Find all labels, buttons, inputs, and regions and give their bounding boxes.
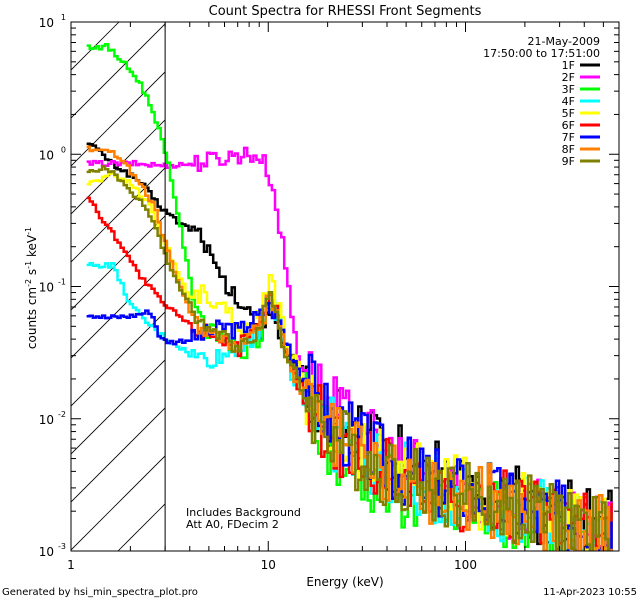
legend-label-2f: 2F (562, 71, 575, 84)
series-line-7f (86, 301, 613, 551)
timestamp-footer: 11-Apr-2023 10:55 (543, 587, 637, 598)
hatch-line (71, 407, 166, 503)
y-tick-label: 10 (39, 281, 54, 295)
y-tick-exponent: 1 (61, 13, 66, 22)
legend-label-5f: 5F (562, 107, 575, 120)
hatch-line (71, 23, 166, 119)
series-line-5f (86, 171, 607, 551)
y-tick-label: 10 (39, 545, 54, 559)
x-tick-label: 100 (454, 558, 477, 572)
y-axis-ticks: 10 -3 10 -2 10 -1 10 0 10 1 (39, 13, 619, 559)
hatch-line (71, 71, 166, 167)
generated-by-footer: Generated by hsi_min_spectra_plot.pro (2, 587, 198, 598)
legend-label-9f: 9F (562, 155, 575, 168)
hatch-line (71, 22, 72, 23)
y-tick-exponent: -2 (58, 410, 66, 419)
y-tick-label: 10 (39, 413, 54, 427)
y-tick-exponent: -3 (58, 542, 66, 551)
series-line-6f (86, 196, 613, 551)
legend-label-4f: 4F (562, 95, 575, 108)
chart-title: Count Spectra for RHESSI Front Segments (209, 4, 482, 19)
x-axis-ticks: 1 10 100 (67, 22, 620, 572)
y-label-exp-1: -2 (24, 279, 33, 287)
annotation-background: Includes Background (186, 506, 301, 519)
y-label-part-3: keV (25, 234, 39, 261)
legend-label-8f: 8F (562, 143, 575, 156)
time-range-label: 17:50:00 to 17:51:00 (483, 47, 600, 60)
y-tick-label: 10 (39, 16, 54, 30)
y-axis-label: counts cm-2 s-1 keV-1 (24, 227, 39, 349)
hatch-line (71, 215, 166, 311)
y-tick-label: 10 (39, 148, 54, 162)
legend-label-3f: 3F (562, 83, 575, 96)
y-label-exp-3: -1 (24, 227, 33, 235)
legend-label-6f: 6F (562, 119, 575, 132)
y-tick-exponent: 0 (61, 145, 66, 154)
attenuator-hatch-region (71, 22, 166, 551)
x-tick-label: 10 (261, 558, 276, 572)
legend-label-7f: 7F (562, 131, 575, 144)
x-tick-label: 1 (67, 558, 75, 572)
hatch-line (71, 455, 166, 551)
y-tick-exponent: -1 (58, 278, 66, 287)
series-layer (86, 43, 613, 551)
legend-label-1f: 1F (562, 59, 575, 72)
annotation-attenuator: Att A0, FDecim 2 (186, 518, 279, 531)
series-line-9f (86, 165, 610, 551)
hatch-line (71, 263, 166, 359)
y-label-exp-2: -1 (24, 261, 33, 269)
y-label-part-1: counts cm (25, 287, 39, 349)
date-label: 21-May-2009 (528, 35, 600, 48)
x-axis-label: Energy (keV) (306, 575, 383, 589)
y-label-part-2: s (25, 269, 39, 279)
